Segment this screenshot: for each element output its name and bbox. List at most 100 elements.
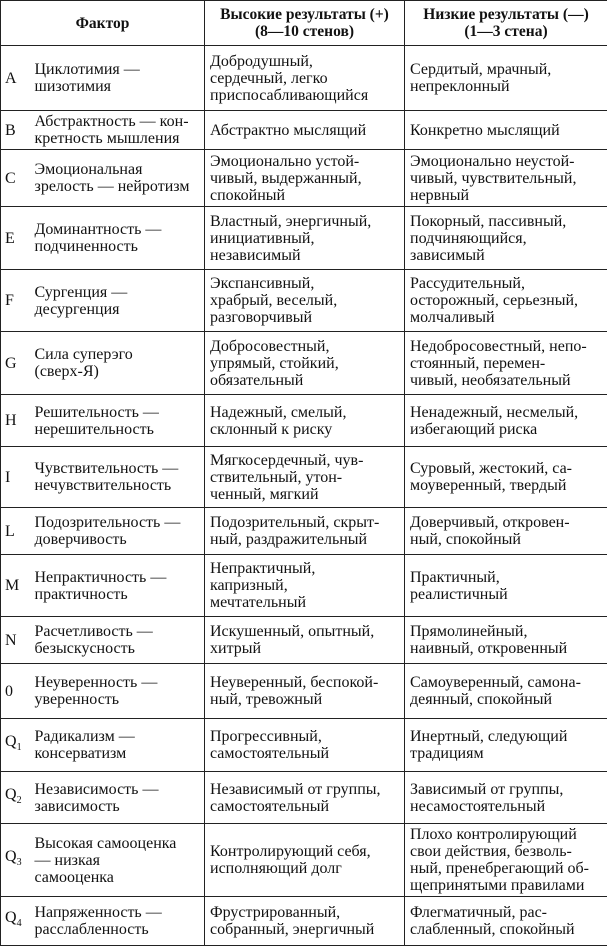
high-results: Мягкосердечный, чув- ствительный, утон- … (205, 447, 405, 508)
high-results: Подозрительный, скрыт- ный, раздражитель… (205, 508, 405, 555)
factor-name: Непрактичность — практичность (31, 555, 205, 617)
low-results: Суровый, жестокий, са- моуверенный, твер… (405, 447, 607, 508)
high-results: Непрактичный, капризный, мечтательный (205, 555, 405, 617)
low-results: Инертный, следующий традициям (405, 719, 607, 772)
table-row: G Сила суперэго (сверх-Я) Добросовестный… (1, 332, 607, 395)
table-row: Q3 Высокая самооценка — низкая самооценк… (1, 824, 607, 897)
factor-letter: Q (5, 786, 17, 803)
factor-name: Напряженность — расслабленность (31, 897, 205, 946)
factor-name: Абстрактность — кон- кретность мышления (31, 111, 205, 150)
factor-letter: E (5, 230, 15, 247)
low-results: Флегматичный, рас- слабленный, спокойный (405, 897, 607, 946)
low-results: Сердитый, мрачный, непреклонный (405, 46, 607, 111)
table-row: E Доминантность — подчиненность Властный… (1, 207, 607, 270)
low-results: Недобросовестный, непо- стоянный, переме… (405, 332, 607, 395)
factor-letter: H (5, 412, 17, 429)
high-results: Независимый от группы, самостоятельный (205, 772, 405, 824)
high-results: Фрустрированный, собранный, энергичный (205, 897, 405, 946)
header-factor: Фактор (1, 1, 205, 46)
factor-letter: G (5, 355, 17, 372)
factor-code: 0 (1, 664, 31, 719)
high-results: Неуверенный, беспокой- ный, тревожный (205, 664, 405, 719)
table-row: F Сургенция — десургенция Экспансивный, … (1, 270, 607, 332)
table-row: Q4 Напряженность — расслабленность Фруст… (1, 897, 607, 946)
low-results: Покорный, пассивный, подчиняющийся, зави… (405, 207, 607, 270)
factor-letter: 0 (5, 683, 13, 700)
high-results: Контролирующий себя, исполняющий долг (205, 824, 405, 897)
factor-letter: M (5, 577, 19, 594)
factor-code: A (1, 46, 31, 111)
header-low: Низкие результаты (—) (1—3 стена) (405, 1, 607, 46)
table-row: I Чувствительность — нечувствительность … (1, 447, 607, 508)
factor-code: L (1, 508, 31, 555)
high-results: Властный, энергичный, инициативный, неза… (205, 207, 405, 270)
table-row: Q2 Независимость — зависимость Независим… (1, 772, 607, 824)
table-row: L Подозрительность — доверчивость Подозр… (1, 508, 607, 555)
factor-name: Высокая самооценка — низкая самооценка (31, 824, 205, 897)
low-results: Ненадежный, несмелый, избегающий риска (405, 395, 607, 447)
factor-subscript: 4 (17, 919, 22, 930)
factor-code: I (1, 447, 31, 508)
high-results: Абстрактно мыслящий (205, 111, 405, 150)
factor-name: Чувствительность — нечувствительность (31, 447, 205, 508)
factor-code: Q3 (1, 824, 31, 897)
factor-subscript: 3 (17, 858, 22, 869)
low-results: Доверчивый, откровен- ный, спокойный (405, 508, 607, 555)
factor-letter: C (5, 170, 16, 187)
high-results: Надежный, смелый, склонный к риску (205, 395, 405, 447)
factor-code: C (1, 150, 31, 207)
high-results: Экспансивный, храбрый, веселый, разговор… (205, 270, 405, 332)
low-results: Практичный, реалистичный (405, 555, 607, 617)
low-results: Самоуверенный, самона- деянный, спокойны… (405, 664, 607, 719)
low-results: Прямолинейный, наивный, откровенный (405, 617, 607, 664)
low-results: Плохо контролирующий свои действия, безв… (405, 824, 607, 897)
factor-name: Циклотимия — шизотимия (31, 46, 205, 111)
factor-letter: Q (5, 733, 17, 750)
table-row: A Циклотимия — шизотимия Добродушный, се… (1, 46, 607, 111)
factor-subscript: 1 (17, 743, 22, 754)
factor-name: Расчетливость — безыскусность (31, 617, 205, 664)
table-row: 0 Неуверенность — уверенность Неуверенны… (1, 664, 607, 719)
header-row: Фактор Высокие результаты (+) (8—10 стен… (1, 1, 607, 46)
factor-letter: F (5, 292, 14, 309)
factor-code: Q2 (1, 772, 31, 824)
factor-code: E (1, 207, 31, 270)
low-results: Эмоционально неустой- чивый, чувствитель… (405, 150, 607, 207)
factor-name: Доминантность — подчиненность (31, 207, 205, 270)
factor-code: B (1, 111, 31, 150)
low-results: Конкретно мыслящий (405, 111, 607, 150)
low-results: Рассудительный, осторожный, серьезный, м… (405, 270, 607, 332)
factor-name: Радикализм — консерватизм (31, 719, 205, 772)
table-row: C Эмоциональная зрелость — нейротизм Эмо… (1, 150, 607, 207)
low-results: Зависимый от группы, несамостоятельный (405, 772, 607, 824)
factor-code: F (1, 270, 31, 332)
table-row: Q1 Радикализм — консерватизм Прогрессивн… (1, 719, 607, 772)
factor-subscript: 2 (17, 795, 22, 806)
factor-letter: A (5, 70, 17, 87)
header-high: Высокие результаты (+) (8—10 стенов) (205, 1, 405, 46)
factor-letter: B (5, 122, 16, 139)
high-results: Добросовестный, упрямый, стойкий, обязат… (205, 332, 405, 395)
table-row: M Непрактичность — практичность Непракти… (1, 555, 607, 617)
factor-letter: N (5, 632, 17, 649)
table-row: N Расчетливость — безыскусность Искушенн… (1, 617, 607, 664)
factor-letter: L (5, 523, 15, 540)
factor-name: Сила суперэго (сверх-Я) (31, 332, 205, 395)
factor-name: Неуверенность — уверенность (31, 664, 205, 719)
factor-code: Q1 (1, 719, 31, 772)
factor-code: Q4 (1, 897, 31, 946)
factor-name: Решительность — нерешительность (31, 395, 205, 447)
factor-name: Подозрительность — доверчивость (31, 508, 205, 555)
factor-code: H (1, 395, 31, 447)
factor-name: Эмоциональная зрелость — нейротизм (31, 150, 205, 207)
factor-letter: I (5, 469, 10, 486)
factor-code: G (1, 332, 31, 395)
factor-name: Сургенция — десургенция (31, 270, 205, 332)
factor-code: N (1, 617, 31, 664)
high-results: Искушенный, опытный, хитрый (205, 617, 405, 664)
factor-name: Независимость — зависимость (31, 772, 205, 824)
high-results: Эмоционально устой- чивый, выдержанный, … (205, 150, 405, 207)
table-row: B Абстрактность — кон- кретность мышлени… (1, 111, 607, 150)
factor-code: M (1, 555, 31, 617)
